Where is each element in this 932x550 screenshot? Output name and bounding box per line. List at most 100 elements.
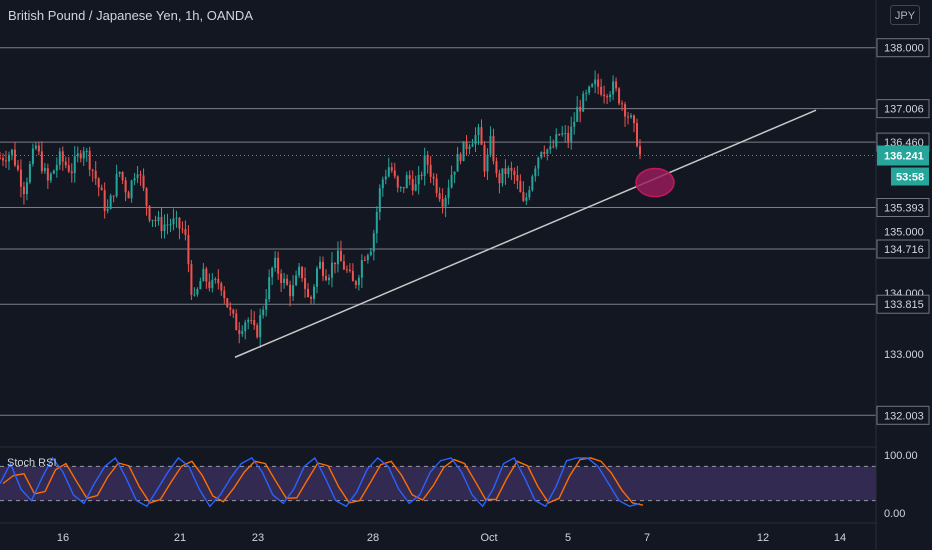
candle-body [426, 155, 429, 165]
candle-body [313, 286, 316, 299]
candle-body [1, 158, 4, 161]
candle-body [4, 160, 7, 162]
candle-body [414, 184, 417, 191]
stoch-k-line [0, 456, 641, 508]
price-level-tag [876, 198, 930, 218]
candle-body [121, 171, 124, 181]
candle-body [82, 151, 85, 159]
candle-body [372, 233, 375, 252]
candle-body [70, 171, 73, 174]
candle-body [354, 281, 357, 285]
candle-body [513, 170, 516, 176]
oscillator-label: Stoch RSI [7, 457, 57, 469]
candle-body [552, 146, 555, 148]
candle-body [507, 167, 510, 175]
candle-body [453, 171, 456, 175]
candle-body [94, 170, 97, 179]
candle-body [19, 169, 22, 187]
candle-body [283, 278, 286, 283]
candle-body [390, 167, 393, 171]
candle-body [223, 290, 226, 299]
candle-body [172, 218, 175, 225]
candle-body [97, 178, 100, 188]
candle-body [480, 127, 483, 145]
candle-body [304, 278, 307, 289]
price-pane[interactable] [0, 47, 876, 416]
candle-body [471, 144, 474, 147]
time-axis[interactable]: 16 21 23 28 Oct 5 7 12 14 [57, 532, 846, 544]
candle-body [558, 134, 561, 136]
candle-body [612, 81, 615, 95]
candle-body [393, 170, 396, 177]
candle-body [241, 331, 244, 334]
candle-body [145, 188, 148, 206]
price-tick-label: 134.716 [884, 244, 924, 256]
osc-tick-100: 100.00 [884, 450, 918, 462]
candle-body [52, 170, 55, 174]
candle-body [330, 262, 333, 278]
candle-body [633, 115, 636, 124]
price-axis[interactable]: 138.000137.006136.460136.24153:58135.393… [876, 38, 930, 425]
candle-body [636, 123, 639, 147]
candle-body [549, 146, 552, 150]
trendline[interactable] [234, 109, 817, 358]
candle-body [432, 176, 435, 179]
candle-body [220, 283, 223, 291]
candle-body [339, 250, 342, 262]
candle-body [85, 150, 88, 152]
candle-body [528, 190, 531, 198]
candle-body [289, 284, 292, 297]
candle-body [588, 86, 591, 93]
candle-body [253, 320, 256, 326]
candle-body [540, 151, 543, 158]
candle-body [498, 173, 501, 184]
price-tick-label: 133.815 [884, 299, 924, 311]
candle-body [268, 277, 271, 300]
candle-body [286, 278, 289, 285]
candle-body [46, 168, 49, 181]
candle-body [525, 197, 528, 201]
candle-body [519, 180, 522, 193]
candle-body [58, 151, 61, 165]
countdown-label: 53:58 [896, 172, 924, 184]
candle-body [316, 268, 319, 287]
candle-body [534, 168, 537, 177]
oscillator-pane[interactable] [0, 456, 876, 508]
candle-body [321, 261, 324, 277]
currency-button[interactable]: JPY [890, 5, 920, 25]
candle-body [277, 257, 280, 274]
candle-body [582, 93, 585, 112]
candle-body [411, 179, 414, 191]
candle-body [160, 216, 163, 232]
candle-body [43, 168, 46, 172]
candle-body [274, 257, 277, 268]
highlight-ellipse[interactable] [635, 167, 675, 198]
candle-body [609, 94, 612, 98]
candle-body [363, 260, 366, 262]
candle-body [621, 103, 624, 105]
candle-body [22, 186, 25, 195]
candle-body [576, 106, 579, 122]
candle-body [489, 136, 492, 155]
candle-body [492, 136, 495, 162]
candle-body [142, 175, 145, 189]
candle-body [130, 180, 133, 199]
candle-body [357, 277, 360, 285]
candle-body [28, 164, 31, 183]
candle-body [555, 134, 558, 147]
candle-body [271, 267, 274, 278]
candle-body [375, 212, 378, 234]
candle-body [166, 224, 169, 226]
last-price-label: 136.241 [884, 151, 924, 163]
candle-body [151, 220, 154, 222]
candle-body [235, 313, 238, 331]
candle-body [378, 188, 381, 213]
candle-body [265, 299, 268, 310]
candle-body [450, 174, 453, 188]
candle-body [444, 197, 447, 207]
candle-body [369, 251, 372, 256]
candle-body [91, 169, 94, 171]
candle-body [396, 176, 399, 188]
candle-body [193, 294, 196, 296]
